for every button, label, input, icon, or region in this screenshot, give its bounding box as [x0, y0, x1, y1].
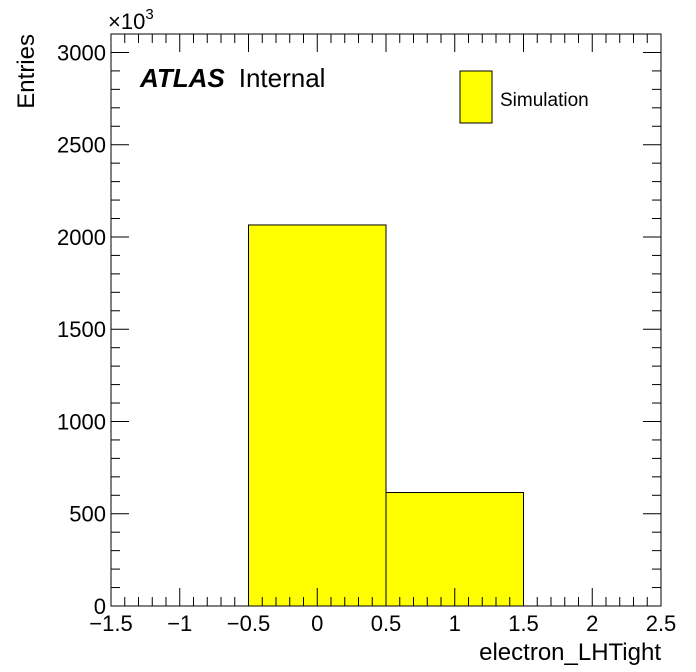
x-tick-label: 2: [586, 611, 598, 636]
x-tick-label: 1: [449, 611, 461, 636]
histogram-bar-0: [248, 224, 387, 607]
x-tick-label: 2.5: [646, 611, 677, 636]
x-axis-title: electron_LHTight: [479, 639, 661, 666]
x-tick-label: 0: [311, 611, 323, 636]
y-tick-label: 500: [69, 502, 106, 527]
y-tick-label: 0: [94, 594, 106, 619]
histogram-bars: [248, 224, 524, 607]
y-tick-label: 2500: [57, 133, 106, 158]
legend-swatch: [459, 70, 493, 124]
y-tick-label: 1000: [57, 409, 106, 434]
x-tick-label: −1.5: [89, 611, 132, 636]
legend-label: Simulation: [500, 90, 589, 111]
y-multiplier: ×103: [108, 6, 154, 34]
x-tick-label: −0.5: [227, 611, 270, 636]
plot-frame: [110, 33, 662, 607]
y-tick-label: 1500: [57, 317, 106, 342]
y-tick-labels: 0 500 1000 1500 2000 2500 3000: [57, 40, 106, 619]
x-tick-label: −1: [167, 611, 192, 636]
y-tick-label: 3000: [57, 40, 106, 65]
atlas-label: ATLAS Internal: [139, 63, 325, 93]
x-tick-label: 1.5: [508, 611, 539, 636]
x-tick-label: 0.5: [371, 611, 402, 636]
y-axis-title: Entries: [13, 34, 40, 109]
histogram-bar-1: [385, 492, 524, 607]
x-tick-labels: −1.5 −1 −0.5 0 0.5 1 1.5 2 2.5: [89, 611, 676, 636]
y-tick-label: 2000: [57, 225, 106, 250]
